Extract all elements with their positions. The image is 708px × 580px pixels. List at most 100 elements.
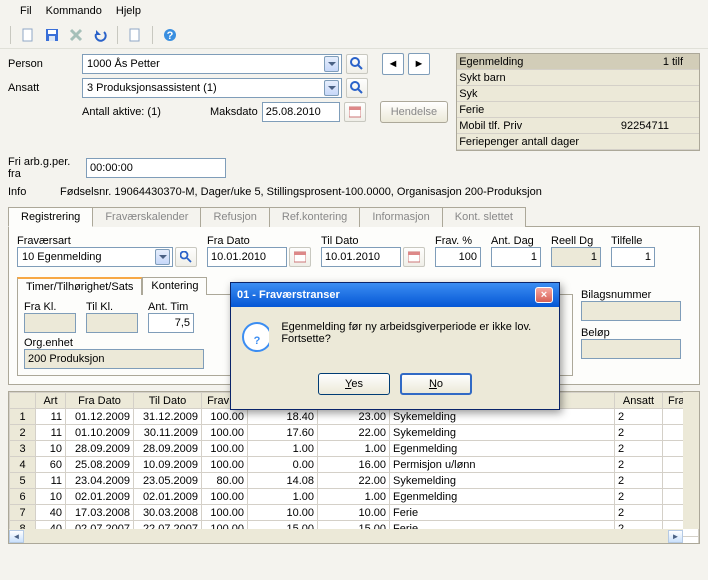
calendar-icon[interactable] [403,247,425,267]
chevron-down-icon[interactable] [324,80,339,96]
table-row[interactable]: Syk [457,86,699,102]
menu-file[interactable]: Fil [20,5,32,17]
save-icon[interactable] [43,26,61,44]
tilfelle-input[interactable] [611,247,655,267]
table-row[interactable]: 31028.09.200928.09.2009100.001.001.00Ege… [10,441,699,457]
column-header[interactable]: Til Dato [134,393,202,409]
table-row[interactable]: Feriepenger antall dager [457,134,699,150]
subtab-timer[interactable]: Timer/Tilhørighet/Sats [17,277,142,295]
cell: 2 [615,457,663,473]
search-person-icon[interactable] [346,54,368,74]
table-row[interactable]: 21101.10.200930.11.2009100.0017.6022.00S… [10,425,699,441]
prev-button[interactable]: ◄ [382,53,404,75]
ansatt-select[interactable]: 3 Produksjonsassistent (1) [82,78,342,98]
calendar-icon[interactable] [344,102,366,122]
delete-icon[interactable] [67,26,85,44]
bilag-input[interactable] [581,301,681,321]
cell: 4 [10,457,36,473]
chevron-down-icon[interactable] [324,56,339,72]
close-icon[interactable]: × [535,287,553,303]
frakl-label: Fra Kl. [24,301,76,313]
cell: 28.09.2009 [66,441,134,457]
cell: 10 [36,441,66,457]
anttim-input[interactable] [148,313,194,333]
table-row[interactable]: 46025.08.200910.09.2009100.000.0016.00Pe… [10,457,699,473]
fravaersart-select[interactable]: 10 Egenmelding [17,247,173,267]
help-icon[interactable]: ? [161,26,179,44]
table-row[interactable]: 74017.03.200830.03.2008100.0010.0010.00F… [10,505,699,521]
tab-registrering[interactable]: Registrering [8,207,93,227]
scrollbar-vertical[interactable] [683,392,699,529]
frakl-input[interactable] [24,313,76,333]
cell: 02.01.2009 [66,489,134,505]
info-label: Info [8,186,52,198]
belop-label: Beløp [581,327,691,339]
fri-input[interactable] [86,158,226,178]
person-label: Person [8,58,78,70]
cell: 3 [10,441,36,457]
column-header[interactable]: Art [36,393,66,409]
maksdato-input[interactable] [262,102,340,122]
cell: 11 [36,425,66,441]
column-header[interactable]: Ansatt [615,393,663,409]
subtab-kontering[interactable]: Kontering [142,277,207,295]
table-row[interactable]: 51123.04.200923.05.200980.0014.0822.00Sy… [10,473,699,489]
column-header[interactable]: Fra Dato [66,393,134,409]
cell: 25.08.2009 [66,457,134,473]
fra-input[interactable] [207,247,287,267]
table-row[interactable]: 11101.12.200931.12.2009100.0018.4023.00S… [10,409,699,425]
tilfelle-label: Tilfelle [611,235,655,247]
cell: 2 [10,425,36,441]
belop-input[interactable] [581,339,681,359]
menu-help[interactable]: Hjelp [116,5,141,17]
next-button[interactable]: ► [408,53,430,75]
cell: 23.00 [318,409,390,425]
anttim-label: Ant. Tim [148,301,194,313]
hendelse-button[interactable]: Hendelse [380,101,448,123]
tab-informasjon[interactable]: Informasjon [359,207,442,227]
no-button[interactable]: No [400,373,472,395]
toolbar: ? [0,22,708,49]
tab-kontslettet[interactable]: Kont. slettet [442,207,526,227]
blank-icon[interactable] [126,26,144,44]
tab-refkontering[interactable]: Ref.kontering [269,207,360,227]
cell: 1.00 [318,489,390,505]
person-select[interactable]: 1000 Ås Petter [82,54,342,74]
scroll-right-icon[interactable]: ► [668,530,683,543]
cell: 1.00 [248,441,318,457]
table-row[interactable]: Egenmelding1tilf [457,54,699,70]
scrollbar-horizontal[interactable]: ◄ ► [9,529,683,543]
table-row[interactable]: Mobil tlf. Priv92254711 [457,118,699,134]
antdag-input[interactable] [491,247,541,267]
calendar-icon[interactable] [289,247,311,267]
table-row[interactable]: Sykt barn [457,70,699,86]
column-header[interactable] [10,393,36,409]
tab-fravarskalender[interactable]: Fraværskalender [92,207,201,227]
fravpct-input[interactable] [435,247,481,267]
table-row[interactable]: 61002.01.200902.01.2009100.001.001.00Ege… [10,489,699,505]
antdag-label: Ant. Dag [491,235,541,247]
orgenhet-input [24,349,204,369]
search-ansatt-icon[interactable] [346,78,368,98]
cell: 22.00 [318,473,390,489]
cell: 22.00 [318,425,390,441]
cell: 1.00 [318,441,390,457]
antall-aktive: Antall aktive: (1) [82,106,206,118]
yes-button[interactable]: Yes [318,373,390,395]
til-input[interactable] [321,247,401,267]
cell: 100.00 [202,457,248,473]
person-value: 1000 Ås Petter [87,58,160,70]
menu-command[interactable]: Kommando [46,5,102,17]
tilkl-label: Til Kl. [86,301,138,313]
chevron-down-icon[interactable] [155,249,170,265]
undo-icon[interactable] [91,26,109,44]
search-fravaersart-icon[interactable] [175,247,197,267]
cell: 23.05.2009 [134,473,202,489]
tilkl-input[interactable] [86,313,138,333]
table-row[interactable]: Ferie [457,102,699,118]
tab-refusjon[interactable]: Refusjon [200,207,269,227]
cell: 10 [36,489,66,505]
scroll-left-icon[interactable]: ◄ [9,530,24,543]
new-icon[interactable] [19,26,37,44]
cell: 1.00 [248,489,318,505]
